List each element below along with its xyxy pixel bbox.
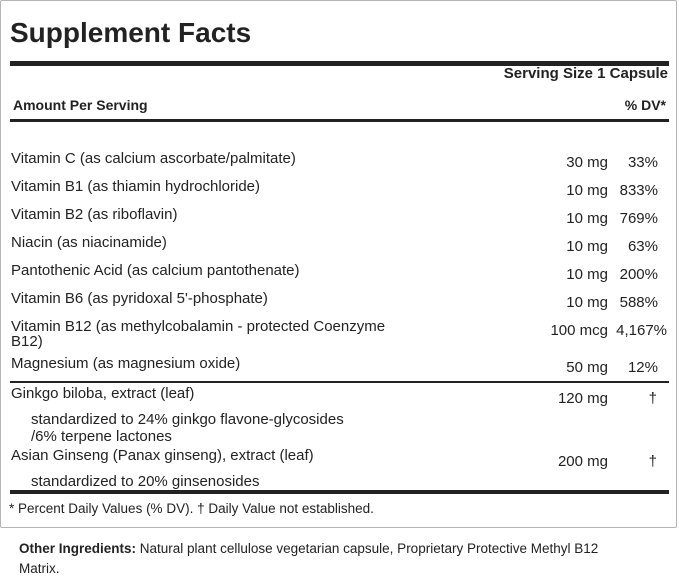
nutrient-row: Vitamin B12 (as methylcobalamin - protec… [0,318,679,350]
herbal-dv: † [648,453,657,470]
nutrient-amount: 10 mg [566,266,608,283]
nutrient-dv: 63% [627,238,658,255]
nutrient-amount: 30 mg [566,154,608,171]
herbal-name: Ginkgo biloba, extract (leaf) [11,385,195,402]
heavy-rule [10,61,669,66]
nutrient-row: Vitamin B6 (as pyridoxal 5'-phosphate) 10… [0,290,679,311]
nutrient-amount: 10 mg [566,294,608,311]
dv-header: % DV* [624,97,666,113]
nutrient-name: Niacin (as niacinamide) [11,234,167,251]
herbal-dv: † [648,390,657,407]
nutrient-dv: 12% [627,359,658,376]
header-rule [10,119,669,122]
nutrient-row: Magnesium (as magnesium oxide) 50 mg 12% [0,355,679,376]
other-ingredients-cont: Matrix. [19,561,60,576]
nutrient-dv: 200% [619,266,658,283]
section-rule [10,381,669,383]
nutrient-dv: 4,167% [616,322,667,339]
footnote: * Percent Daily Values (% DV). † Daily V… [9,501,374,516]
nutrient-name-cont: B12) [11,333,43,350]
nutrient-row: Pantothenic Acid (as calcium pantothenat… [0,262,679,283]
nutrient-name: Vitamin B2 (as riboflavin) [11,206,178,223]
nutrient-name: Vitamin B1 (as thiamin hydrochloride) [11,178,261,195]
other-ingredients-label: Other Ingredients: [19,541,137,556]
herbal-row: Ginkgo biloba, extract (leaf) 120 mg † [0,385,679,407]
nutrient-name: Pantothenic Acid (as calcium pantothenat… [11,262,300,279]
herbal-amount: 120 mg [557,390,608,407]
heavy-rule-bottom [10,490,669,494]
nutrient-dv: 588% [619,294,658,311]
other-ingredients-text: Natural plant cellulose vegetarian capsu… [139,541,599,556]
nutrient-row: Niacin (as niacinamide) 10 mg 63% [0,234,679,255]
nutrient-row: Vitamin B1 (as thiamin hydrochloride) 10 … [0,178,679,199]
nutrient-row: Vitamin C (as calcium ascorbate/palmitat… [0,150,679,171]
herbal-standardization: standardized to 20% ginsenosides [31,473,260,490]
nutrient-name: Magnesium (as magnesium oxide) [11,355,241,372]
nutrient-amount: 10 mg [566,210,608,227]
nutrient-amount: 50 mg [566,359,608,376]
nutrient-name: Vitamin B6 (as pyridoxal 5'-phosphate) [11,290,268,307]
nutrient-name: Vitamin B12 (as methylcobalamin - protec… [11,318,386,335]
nutrient-amount: 10 mg [566,182,608,199]
herbal-row: Asian Ginseng (Panax ginseng), extract (… [0,447,679,470]
nutrient-dv: 33% [627,154,658,171]
nutrient-dv: 769% [619,210,658,227]
nutrient-dv: 833% [619,182,658,199]
herbal-name: Asian Ginseng (Panax ginseng), extract (… [11,447,314,464]
nutrient-amount: 100 mcg [550,322,608,339]
panel-title: Supplement Facts [10,17,252,48]
other-ingredients: Other Ingredients: Natural plant cellulo… [19,541,598,556]
herbal-standardization: standardized to 24% ginkgo flavone-glyco… [31,411,344,428]
nutrient-row: Vitamin B2 (as riboflavin) 10 mg 769% [0,206,679,227]
herbal-amount: 200 mg [557,453,608,470]
nutrient-name: Vitamin C (as calcium ascorbate/palmitat… [11,150,296,167]
nutrient-amount: 10 mg [566,238,608,255]
serving-size: Serving Size 1 Capsule [503,65,668,82]
supplement-facts-panel [0,0,677,528]
amount-per-serving-header: Amount Per Serving [13,97,148,113]
herbal-standardization-cont: /6% terpene lactones [31,428,172,445]
